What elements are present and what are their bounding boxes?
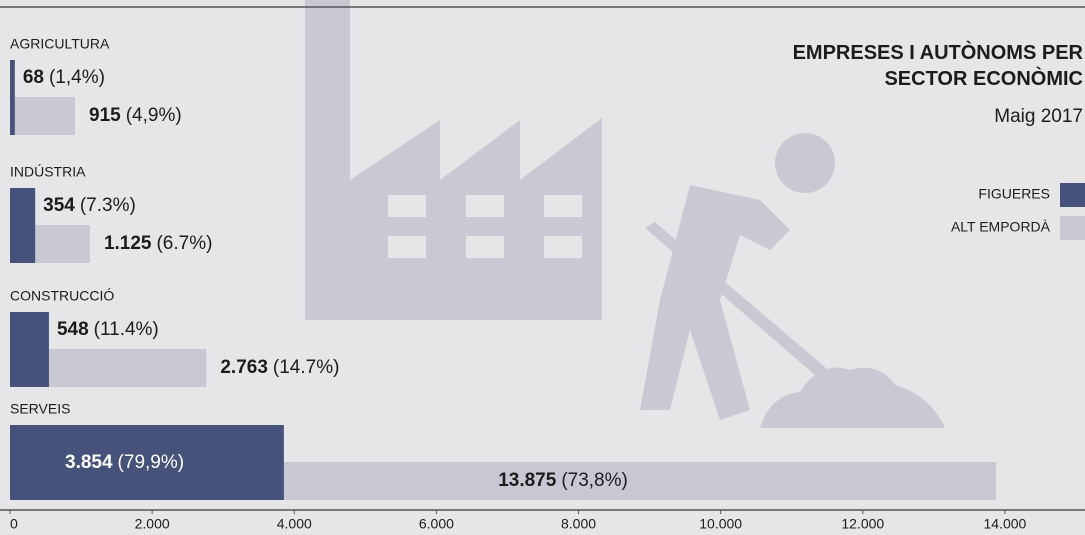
x-tick-label: 12.000 — [841, 516, 884, 532]
value-share: (6.7%) — [156, 233, 212, 254]
chart-subtitle: Maig 2017 — [994, 106, 1083, 127]
value-number: 354 — [43, 195, 75, 216]
bar — [10, 188, 36, 263]
x-tick-label: 6.000 — [419, 516, 454, 532]
category-label: AGRICULTURA — [10, 36, 110, 52]
chart-title: EMPRESES I AUTÒNOMS PER SECTOR ECONÒMIC — [792, 42, 1083, 90]
bar — [10, 97, 76, 135]
value-number: 548 — [57, 319, 89, 340]
category-label: SERVEIS — [10, 401, 70, 417]
x-tick-label: 4.000 — [277, 516, 312, 532]
value-number: 1.125 — [104, 233, 152, 254]
bar — [10, 425, 284, 500]
x-tick-label: 14.000 — [984, 516, 1027, 532]
value-share: (79,9%) — [118, 452, 185, 473]
value-label: 548 (11.4%) — [57, 319, 159, 340]
value-label: 354 (7.3%) — [43, 195, 136, 216]
value-label: 3.854 (79,9%) — [65, 452, 184, 473]
value-share: (4,9%) — [126, 105, 182, 126]
legend-swatch — [1060, 216, 1085, 240]
bar — [10, 312, 49, 387]
value-number: 68 — [23, 67, 44, 88]
value-share: (1,4%) — [49, 67, 105, 88]
legend-label: FIGUERES — [978, 186, 1050, 202]
x-tick-label: 0 — [10, 516, 18, 532]
value-share: (73,8%) — [561, 470, 628, 491]
legend-label: ALT EMPORDÀ — [951, 219, 1051, 235]
category-label: INDÚSTRIA — [10, 164, 86, 180]
value-number: 2.763 — [220, 357, 268, 378]
bar — [10, 60, 15, 135]
value-share: (7.3%) — [80, 195, 136, 216]
value-label: 68 (1,4%) — [23, 67, 105, 88]
x-tick-label: 2.000 — [135, 516, 170, 532]
value-label: 13.875 (73,8%) — [498, 470, 628, 491]
value-number: 13.875 — [498, 470, 557, 491]
legend-swatch — [1060, 183, 1085, 207]
x-tick-label: 10.000 — [699, 516, 742, 532]
value-label: 915 (4,9%) — [89, 105, 182, 126]
value-share: (14.7%) — [273, 357, 340, 378]
value-label: 2.763 (14.7%) — [220, 357, 339, 378]
value-label: 1.125 (6.7%) — [104, 233, 213, 254]
background-illustration — [305, 0, 945, 428]
category-label: CONSTRUCCIÓ — [10, 288, 114, 304]
value-number: 915 — [89, 105, 121, 126]
x-tick-label: 8.000 — [561, 516, 596, 532]
value-number: 3.854 — [65, 452, 113, 473]
value-share: (11.4%) — [94, 319, 159, 340]
